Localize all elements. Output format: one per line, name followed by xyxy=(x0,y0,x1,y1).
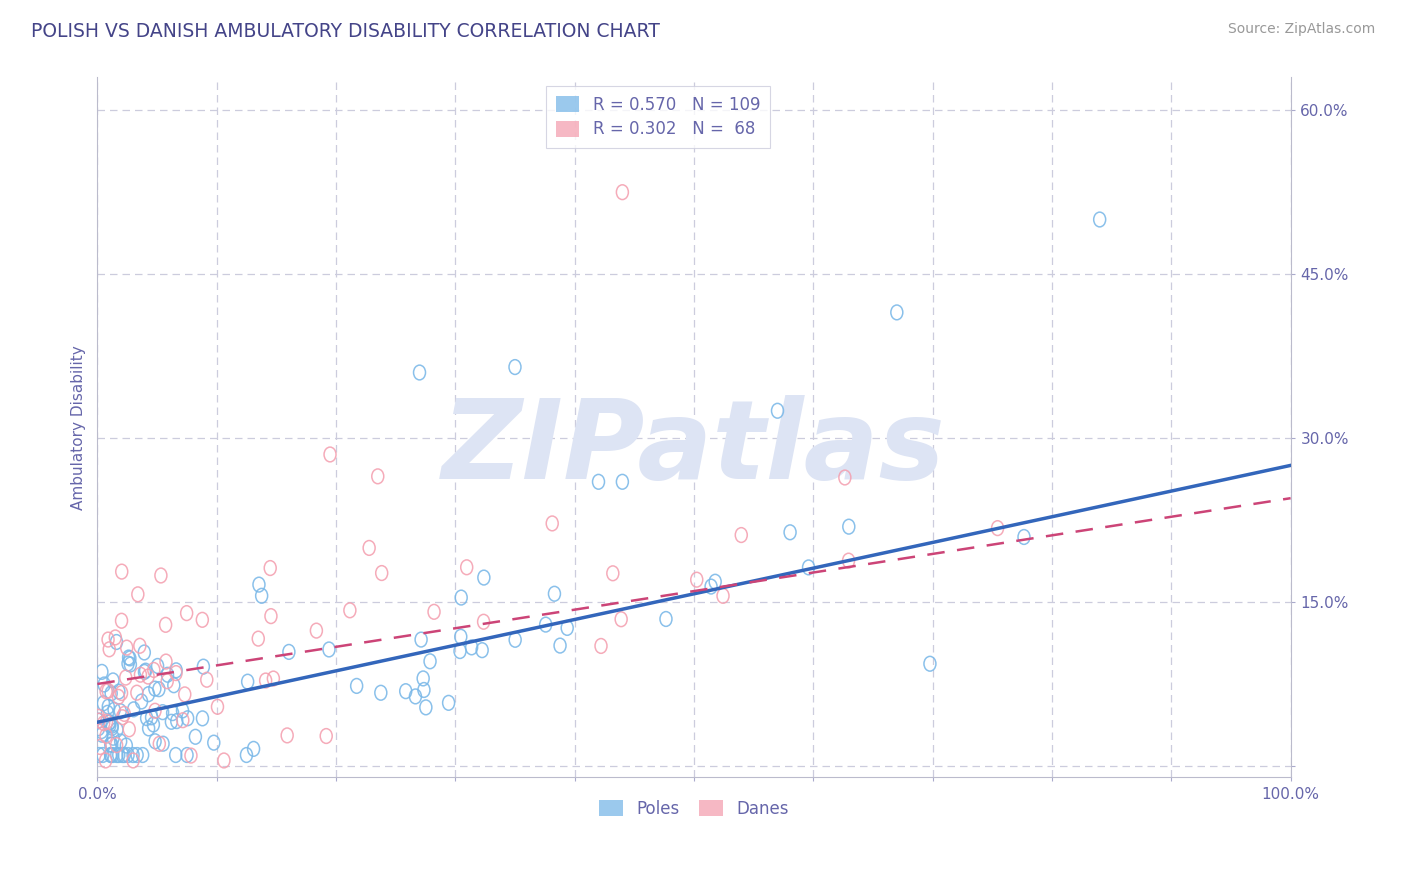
Text: POLISH VS DANISH AMBULATORY DISABILITY CORRELATION CHART: POLISH VS DANISH AMBULATORY DISABILITY C… xyxy=(31,22,659,41)
Text: ZIPatlas: ZIPatlas xyxy=(441,394,946,501)
Legend: Poles, Danes: Poles, Danes xyxy=(593,793,796,824)
Y-axis label: Ambulatory Disability: Ambulatory Disability xyxy=(72,345,86,509)
Text: Source: ZipAtlas.com: Source: ZipAtlas.com xyxy=(1227,22,1375,37)
